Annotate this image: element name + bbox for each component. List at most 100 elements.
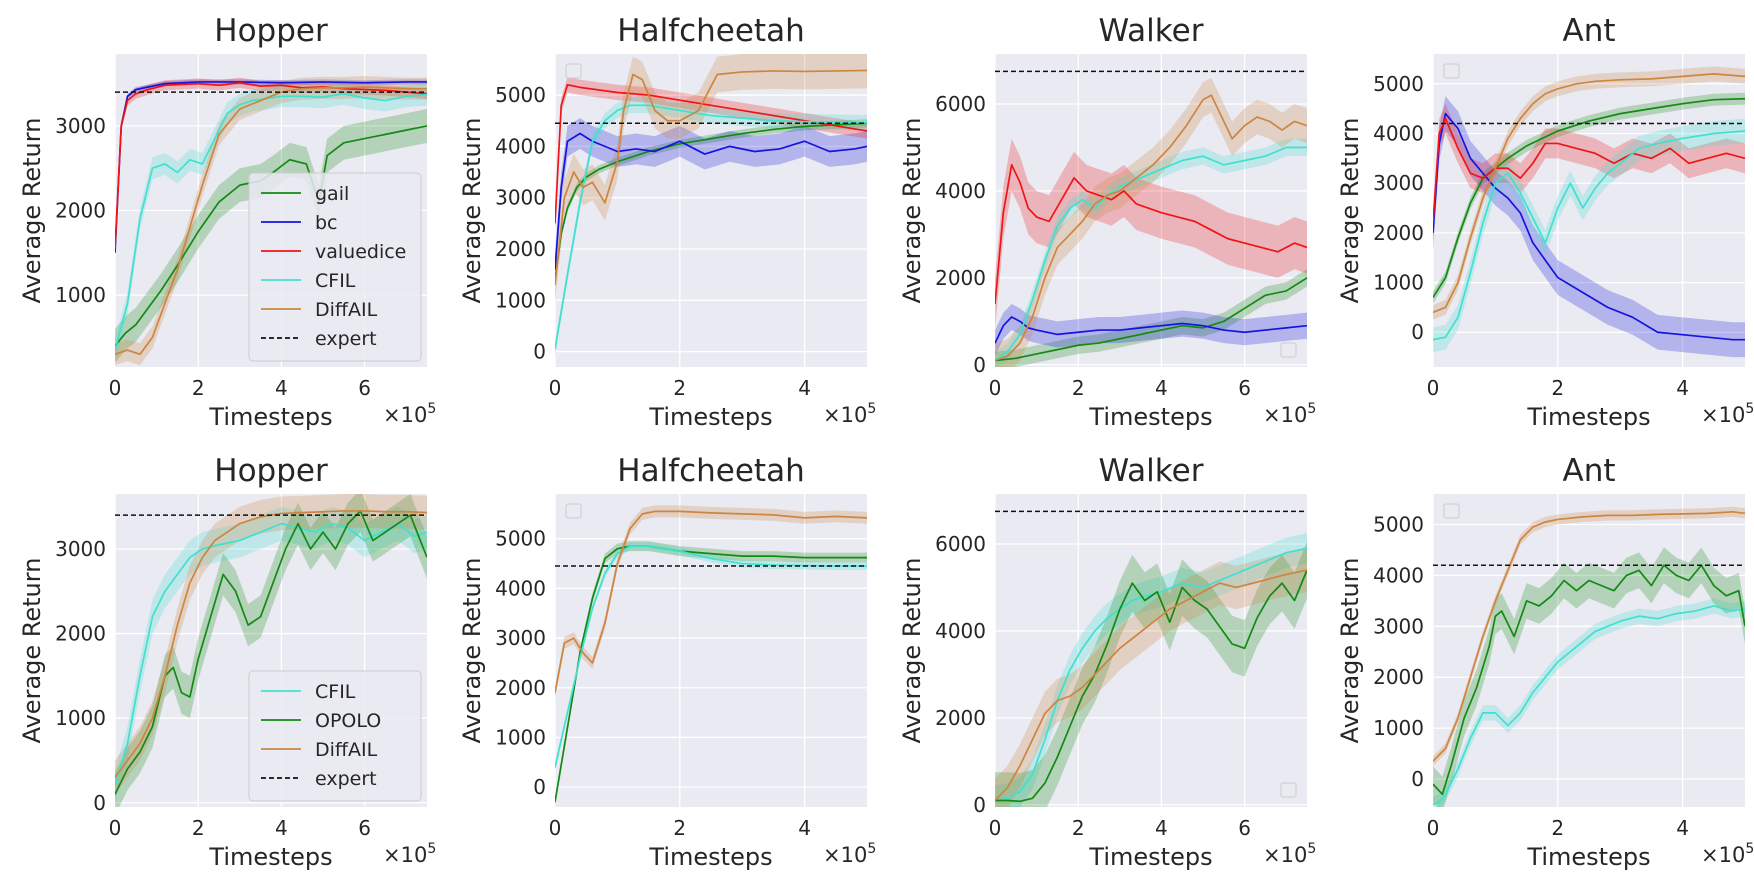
chart-panel-4: 0 2 4 0 1000 2000 3000 4000 5000 Ant Timesteps Aver… bbox=[1336, 13, 1754, 431]
x-axis-label: Timesteps bbox=[648, 843, 772, 871]
series-line-valuedice bbox=[115, 81, 427, 249]
y-axis-label: Average Return bbox=[458, 558, 486, 744]
y-tick-label: 4000 bbox=[495, 576, 546, 600]
series-band-bc bbox=[1433, 96, 1745, 358]
x-tick-label: 0 bbox=[1427, 376, 1440, 400]
x-axis-multiplier: ×105 bbox=[1701, 401, 1754, 427]
y-tick-label: 6000 bbox=[935, 92, 986, 116]
y-axis-label: Average Return bbox=[898, 118, 926, 304]
legend-label: valuedice bbox=[315, 241, 406, 263]
series-line-bc bbox=[115, 81, 427, 253]
x-axis-label: Timesteps bbox=[1088, 403, 1212, 431]
plot-area bbox=[995, 54, 1307, 367]
legend-label: OPOLO bbox=[315, 710, 381, 732]
series-line-DiffAIL bbox=[995, 94, 1307, 362]
y-tick-label: 3000 bbox=[55, 114, 106, 138]
x-tick-label: 2 bbox=[192, 816, 205, 840]
y-tick-label: 5000 bbox=[1373, 72, 1424, 96]
x-axis-label: Timesteps bbox=[648, 403, 772, 431]
empty-legend-box bbox=[1280, 782, 1297, 798]
x-tick-label: 4 bbox=[275, 816, 288, 840]
y-tick-label: 5000 bbox=[495, 83, 546, 107]
x-tick-label: 0 bbox=[549, 816, 562, 840]
series-band-CFIL bbox=[995, 533, 1307, 807]
y-tick-label: 3000 bbox=[495, 186, 546, 210]
x-axis-label: Timesteps bbox=[208, 843, 332, 871]
x-axis-multiplier: ×105 bbox=[823, 401, 876, 427]
y-tick-label: 1000 bbox=[55, 283, 106, 307]
empty-legend-box bbox=[565, 63, 582, 79]
y-tick-label: 2000 bbox=[495, 237, 546, 261]
x-tick-label: 2 bbox=[673, 816, 686, 840]
legend-label: expert bbox=[315, 328, 377, 350]
series-band-DiffAIL bbox=[115, 494, 427, 795]
x-tick-label: 4 bbox=[275, 376, 288, 400]
series-band-DiffAIL bbox=[995, 548, 1307, 807]
series-line-DiffAIL bbox=[1433, 73, 1745, 314]
y-tick-label: 0 bbox=[973, 353, 986, 377]
x-axis-multiplier: ×105 bbox=[383, 841, 436, 867]
x-tick-label: 4 bbox=[798, 376, 811, 400]
x-tick-label: 6 bbox=[1238, 376, 1251, 400]
legend-label: CFIL bbox=[315, 270, 356, 292]
x-tick-label: 2 bbox=[1551, 376, 1564, 400]
series-line-gail bbox=[995, 277, 1307, 362]
series-line-OPOLO bbox=[1433, 564, 1745, 796]
series-line-bc bbox=[1433, 112, 1745, 341]
legend-box bbox=[248, 172, 422, 362]
y-tick-label: 3000 bbox=[1373, 171, 1424, 195]
legend-label: CFIL bbox=[315, 681, 356, 703]
series-line-CFIL bbox=[1433, 130, 1745, 341]
empty-legend-box bbox=[1280, 342, 1297, 358]
empty-legend-box bbox=[565, 503, 582, 519]
series-line-valuedice bbox=[995, 164, 1307, 305]
series-band-CFIL bbox=[555, 542, 867, 772]
y-tick-label: 1000 bbox=[55, 706, 106, 730]
y-axis-label: Average Return bbox=[1336, 558, 1364, 744]
series-band-DiffAIL bbox=[115, 75, 427, 366]
x-tick-label: 2 bbox=[673, 376, 686, 400]
y-tick-label: 0 bbox=[533, 340, 546, 364]
y-tick-label: 2000 bbox=[55, 199, 106, 223]
y-tick-label: 3000 bbox=[1373, 614, 1424, 638]
legend: gail bc valuedice CFIL DiffAIL expert bbox=[248, 172, 422, 362]
series-band-bc bbox=[995, 303, 1307, 357]
series-line-DiffAIL bbox=[555, 510, 867, 693]
series-band-CFIL bbox=[115, 506, 427, 803]
y-tick-label: 2000 bbox=[55, 622, 106, 646]
series-layer bbox=[555, 505, 867, 807]
series-layer bbox=[995, 70, 1307, 367]
series-line-CFIL bbox=[1433, 605, 1745, 806]
plot-area bbox=[995, 494, 1307, 807]
x-tick-label: 0 bbox=[109, 816, 122, 840]
series-band-gail bbox=[995, 269, 1307, 367]
plot-area bbox=[1433, 494, 1745, 807]
x-axis-label: Timesteps bbox=[1526, 843, 1650, 871]
y-tick-label: 3000 bbox=[55, 537, 106, 561]
series-band-OPOLO bbox=[1433, 547, 1745, 807]
series-band-CFIL bbox=[115, 82, 427, 362]
y-tick-label: 1000 bbox=[495, 288, 546, 312]
chart-title: Halfcheetah bbox=[617, 453, 804, 489]
y-tick-label: 2000 bbox=[495, 676, 546, 700]
y-tick-label: 0 bbox=[973, 793, 986, 817]
x-tick-label: 2 bbox=[192, 376, 205, 400]
chart-title: Walker bbox=[1099, 13, 1204, 49]
legend-box bbox=[248, 670, 422, 802]
series-layer bbox=[1433, 66, 1745, 358]
chart-title: Ant bbox=[1562, 453, 1615, 489]
x-axis-label: Timesteps bbox=[1526, 403, 1650, 431]
series-band-valuedice bbox=[555, 77, 867, 232]
x-axis-label: Timesteps bbox=[208, 403, 332, 431]
x-tick-label: 6 bbox=[358, 816, 371, 840]
series-line-bc bbox=[555, 132, 867, 270]
series-band-bc bbox=[555, 118, 867, 285]
y-tick-label: 1000 bbox=[1373, 716, 1424, 740]
series-line-DiffAIL bbox=[555, 69, 867, 285]
y-tick-label: 6000 bbox=[935, 532, 986, 556]
x-axis-label: Timesteps bbox=[1088, 843, 1212, 871]
series-band-gail bbox=[115, 108, 427, 363]
y-tick-label: 0 bbox=[93, 791, 106, 815]
empty-legend-box bbox=[1443, 503, 1460, 519]
plot-area bbox=[1433, 54, 1745, 367]
